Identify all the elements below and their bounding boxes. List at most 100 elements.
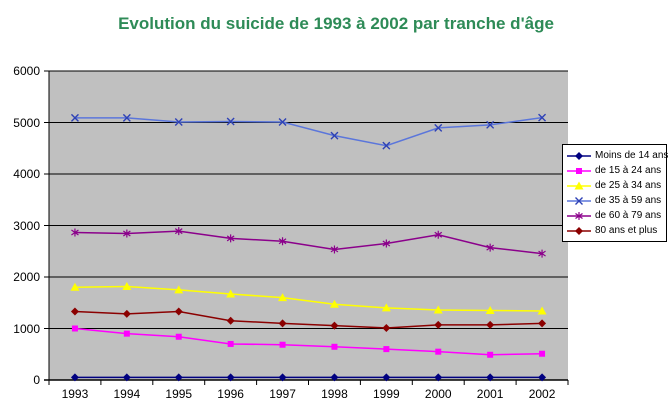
series-line-de-60-79-ans xyxy=(74,230,543,255)
legend-marker-de-35-59-ans xyxy=(567,196,591,205)
marker-80-ans-et-plus xyxy=(330,321,339,330)
series-markers-de-15-24-ans xyxy=(71,325,546,358)
marker-de-35-59-ans xyxy=(174,117,183,126)
y-axis-label: 2000 xyxy=(13,270,40,284)
series-markers-de-25-34-ans xyxy=(70,282,547,315)
series-markers-80-ans-et-plus xyxy=(70,307,547,332)
marker-de-35-59-ans xyxy=(226,117,235,126)
marker-moins-de-14-ans xyxy=(538,373,547,382)
marker-de-60-79-ans xyxy=(538,249,546,258)
legend-marker-de-60-79-ans xyxy=(567,211,591,220)
marker-de-35-59-ans xyxy=(122,113,131,122)
legend-label: Moins de 14 ans xyxy=(595,150,669,161)
legend-label: 80 ans et plus xyxy=(595,225,658,236)
marker-80-ans-et-plus xyxy=(486,320,495,329)
marker-80-ans-et-plus xyxy=(434,320,443,329)
marker-moins-de-14-ans xyxy=(330,373,339,382)
marker-de-15-24-ans xyxy=(435,348,442,355)
marker-de-35-59-ans xyxy=(70,113,79,122)
marker-de-15-24-ans xyxy=(383,346,390,353)
marker-80-ans-et-plus xyxy=(382,323,391,332)
marker-de-35-59-ans xyxy=(278,117,287,126)
marker-de-15-24-ans xyxy=(123,330,130,337)
marker-de-25-34-ans xyxy=(433,305,443,314)
marker-moins-de-14-ans xyxy=(70,373,79,382)
marker-de-60-79-ans xyxy=(382,239,391,248)
marker-moins-de-14-ans xyxy=(486,373,495,382)
chart-title: Evolution du suicide de 1993 à 2002 par … xyxy=(118,14,554,33)
marker-de-15-24-ans xyxy=(227,340,234,347)
legend-label: de 35 à 59 ans xyxy=(595,195,662,206)
marker-moins-de-14-ans xyxy=(278,373,287,382)
series-line-80-ans-et-plus xyxy=(74,310,543,329)
marker-80-ans-et-plus xyxy=(278,319,287,328)
legend-marker-80-ans-et-plus xyxy=(567,226,591,235)
marker-de-35-59-ans xyxy=(330,131,339,140)
series-markers-de-60-79-ans xyxy=(71,227,546,258)
marker-moins-de-14-ans xyxy=(122,373,131,382)
series-markers-de-35-59-ans xyxy=(70,113,547,150)
legend-marker-de-25-34-ans xyxy=(567,181,591,189)
legend-marker-glyph xyxy=(574,181,584,189)
x-axis-label: 2002 xyxy=(528,387,556,401)
x-axis-label: 1997 xyxy=(269,387,296,401)
legend-marker-moins-de-14-ans xyxy=(567,151,591,160)
legend-item-de-15-24-ans: de 15 à 24 ans xyxy=(565,163,666,178)
marker-de-35-59-ans xyxy=(486,120,495,129)
marker-de-15-24-ans xyxy=(279,341,286,348)
marker-80-ans-et-plus xyxy=(538,319,547,328)
marker-de-25-34-ans xyxy=(485,305,495,314)
marker-de-35-59-ans xyxy=(538,113,547,122)
marker-80-ans-et-plus xyxy=(174,307,183,316)
legend-marker-glyph xyxy=(575,226,583,235)
marker-moins-de-14-ans xyxy=(226,373,235,382)
series-line-de-15-24-ans xyxy=(74,327,543,356)
legend-item-de-35-59-ans: de 35 à 59 ans xyxy=(565,193,666,208)
marker-de-25-34-ans xyxy=(226,289,236,298)
marker-de-60-79-ans xyxy=(174,227,183,236)
x-axis-label: 1994 xyxy=(113,387,141,401)
marker-de-60-79-ans xyxy=(123,229,131,238)
marker-de-60-79-ans xyxy=(71,228,79,237)
y-axis-label: 3000 xyxy=(13,218,40,233)
marker-de-60-79-ans xyxy=(226,234,235,243)
series-line-de-35-59-ans xyxy=(74,116,543,147)
legend-item-moins-de-14-ans: Moins de 14 ans xyxy=(565,148,669,163)
marker-de-25-34-ans xyxy=(329,299,339,308)
legend-label: de 60 à 79 ans xyxy=(595,210,662,221)
marker-de-60-79-ans xyxy=(434,230,443,239)
marker-80-ans-et-plus xyxy=(70,307,79,316)
legend-marker-de-15-24-ans xyxy=(567,167,591,174)
marker-moins-de-14-ans xyxy=(174,373,183,382)
legend-marker-glyph xyxy=(575,151,583,160)
y-axis-label: 5000 xyxy=(13,115,40,130)
x-axis-label: 1999 xyxy=(372,387,400,401)
marker-de-15-24-ans xyxy=(487,351,494,358)
marker-80-ans-et-plus xyxy=(226,316,235,325)
y-axis-label: 6000 xyxy=(13,64,40,78)
legend-label: de 25 à 34 ans xyxy=(595,180,662,191)
x-axis-label: 1995 xyxy=(165,387,193,401)
marker-moins-de-14-ans xyxy=(382,373,391,382)
x-axis-label: 2000 xyxy=(424,387,452,401)
marker-de-60-79-ans xyxy=(486,243,494,252)
marker-moins-de-14-ans xyxy=(434,373,443,382)
marker-de-15-24-ans xyxy=(539,350,546,357)
x-axis-label: 1993 xyxy=(61,387,89,401)
marker-de-35-59-ans xyxy=(382,141,391,150)
marker-de-25-34-ans xyxy=(381,303,391,312)
marker-de-25-34-ans xyxy=(174,285,184,294)
marker-80-ans-et-plus xyxy=(122,309,131,318)
marker-de-25-34-ans xyxy=(537,306,547,315)
series-line-de-25-34-ans xyxy=(74,285,543,312)
marker-de-25-34-ans xyxy=(70,282,80,291)
marker-de-15-24-ans xyxy=(331,343,338,350)
marker-de-25-34-ans xyxy=(122,282,132,291)
legend-label: de 15 à 24 ans xyxy=(595,165,662,176)
legend-marker-glyph xyxy=(575,211,583,220)
y-axis-label: 4000 xyxy=(13,167,40,181)
legend-item-de-25-34-ans: de 25 à 34 ans xyxy=(565,178,666,193)
legend: Moins de 14 ans de 15 à 24 ans de 25 à 34 … xyxy=(562,144,669,242)
